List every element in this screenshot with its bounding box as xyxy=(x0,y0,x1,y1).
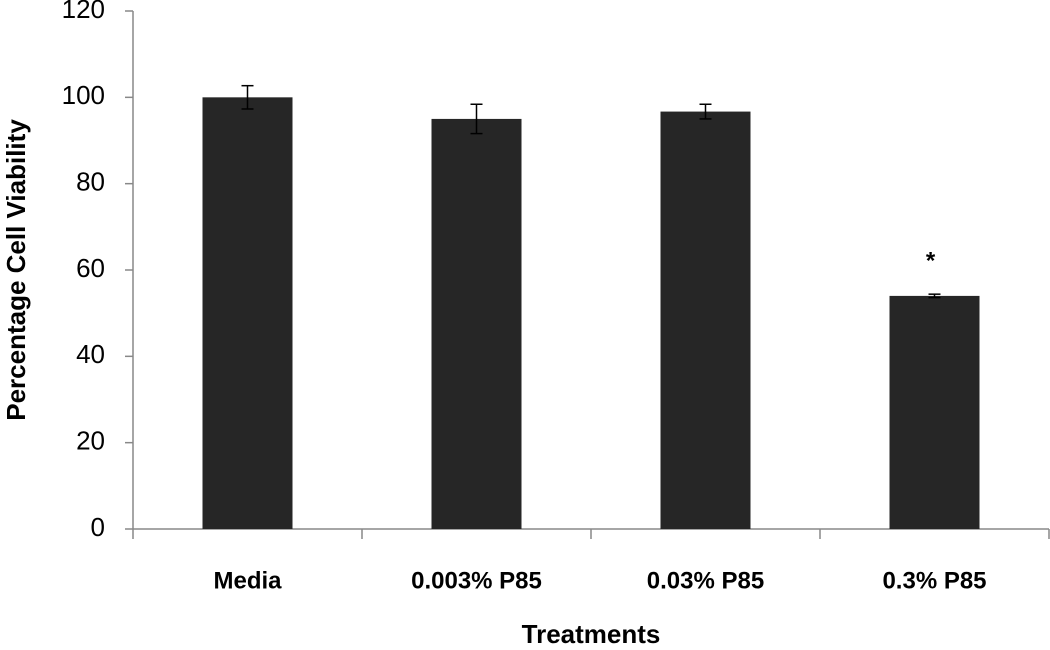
x-tick-label: 0.03% P85 xyxy=(647,567,764,594)
bar xyxy=(660,111,751,529)
x-tick-label: 0.003% P85 xyxy=(411,567,542,594)
annotation: * xyxy=(926,248,936,275)
y-axis-title: Percentage Cell Viability xyxy=(1,119,31,421)
y-tick-label: 80 xyxy=(76,167,105,197)
y-tick-label: 60 xyxy=(76,253,105,283)
y-tick-label: 20 xyxy=(76,426,105,456)
x-tick-label: Media xyxy=(213,567,282,594)
bar xyxy=(889,295,980,529)
y-tick-label: 100 xyxy=(62,80,105,110)
x-tick-label: 0.3% P85 xyxy=(882,567,986,594)
y-tick-label: 120 xyxy=(62,0,105,24)
bar xyxy=(431,118,522,530)
y-tick-label: 40 xyxy=(76,339,105,369)
y-tick-label: 0 xyxy=(91,512,105,542)
bar xyxy=(202,97,293,529)
x-axis-title: Treatments xyxy=(522,619,661,649)
